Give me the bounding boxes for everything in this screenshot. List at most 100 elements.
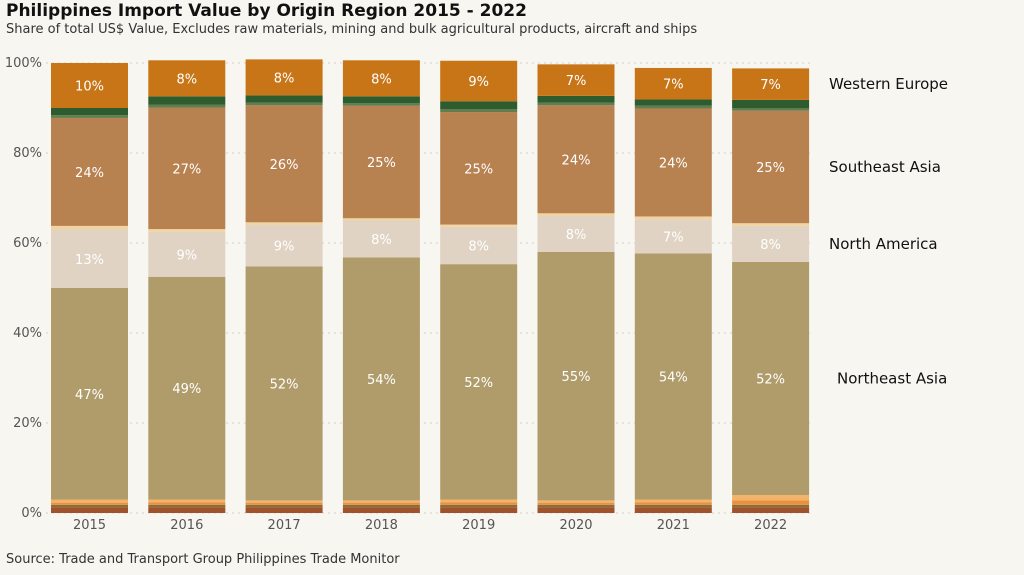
- bar-segment: [537, 500, 615, 503]
- bar-segment: [148, 107, 226, 230]
- bar-segment: [51, 288, 128, 500]
- bar-segment: [732, 504, 810, 508]
- bar-segment: [440, 112, 518, 225]
- bar-segment: [148, 104, 226, 108]
- bar-segment: [440, 224, 518, 227]
- bar-segment: [537, 507, 615, 513]
- data-label: 7%: [760, 78, 781, 93]
- bar-segment: [732, 108, 810, 111]
- bar-segment: [51, 108, 128, 116]
- bar-segment: [51, 502, 128, 505]
- data-label: 26%: [270, 158, 299, 173]
- bar-segment: [245, 102, 323, 106]
- source-note: Source: Trade and Transport Group Philip…: [6, 552, 400, 567]
- bar-segment: [51, 507, 128, 513]
- chart-subtitle: Share of total US$ Value, Excludes raw m…: [6, 22, 698, 37]
- region-label: Southeast Asia: [829, 158, 941, 176]
- bar-segment: [634, 216, 712, 220]
- bar-segment: [342, 218, 420, 221]
- bar-segment: [440, 101, 518, 110]
- data-label: 9%: [176, 248, 197, 263]
- data-label: 47%: [75, 388, 104, 403]
- x-tick-label: 2015: [73, 518, 106, 533]
- data-label: 27%: [172, 162, 201, 177]
- data-label: 25%: [756, 161, 785, 176]
- bar-segment: [440, 264, 518, 500]
- bar-segment: [732, 225, 810, 262]
- data-label: 8%: [274, 71, 295, 86]
- bar-segment: [537, 216, 615, 252]
- region-labels: Northeast Asia North America Southeast Asi…: [829, 75, 948, 387]
- bar-segment: [148, 276, 226, 500]
- data-label: 10%: [75, 80, 104, 95]
- bar-segment: [245, 225, 323, 267]
- bar-segment: [732, 495, 810, 501]
- bar-segment: [245, 95, 323, 103]
- x-tick-label: 2016: [170, 518, 203, 533]
- bar-segment: [440, 226, 518, 265]
- bar-segment: [537, 252, 615, 501]
- bar-segment: [732, 99, 810, 108]
- bar-segment: [245, 500, 323, 503]
- x-tick-label: 2018: [365, 518, 398, 533]
- bar-segment: [537, 105, 615, 214]
- bar-segment: [732, 223, 810, 226]
- data-label: 8%: [371, 72, 392, 87]
- bar-segment: [245, 105, 323, 223]
- bar-segment: [148, 231, 226, 277]
- bar-segment: [342, 60, 420, 97]
- bar-segment: [51, 229, 128, 288]
- bar-segment: [245, 502, 323, 505]
- bar-segment: [537, 504, 615, 508]
- data-label: 7%: [663, 230, 684, 245]
- bar-segment: [342, 504, 420, 508]
- bar-segment: [342, 507, 420, 513]
- bar-segment: [440, 502, 518, 505]
- y-axis: 0% 20% 40% 60% 80% 100%: [5, 56, 42, 521]
- bar-segment: [537, 102, 615, 106]
- data-label: 9%: [468, 75, 489, 90]
- data-label: 8%: [371, 233, 392, 248]
- bar-segment: [148, 60, 226, 97]
- data-label: 8%: [566, 228, 587, 243]
- x-tick-label: 2021: [657, 518, 690, 533]
- data-label: 54%: [367, 373, 396, 388]
- bar-segment: [51, 63, 128, 108]
- bar-segment: [148, 499, 226, 503]
- x-tick-label: 2020: [559, 518, 592, 533]
- data-label: 8%: [760, 238, 781, 253]
- data-label: 25%: [464, 162, 493, 177]
- data-label: 49%: [172, 382, 201, 397]
- bar-segment: [342, 105, 420, 219]
- data-label: 25%: [367, 156, 396, 171]
- bar-segment: [440, 60, 518, 102]
- bar-segment: [732, 261, 810, 495]
- bar-segment: [342, 502, 420, 505]
- bar-segment: [245, 507, 323, 513]
- bar-segment: [148, 507, 226, 513]
- bar-segment: [440, 504, 518, 508]
- bar-segment: [51, 499, 128, 503]
- bar-segment: [440, 499, 518, 503]
- data-label: 54%: [659, 370, 688, 385]
- bar-segment: [148, 229, 226, 232]
- bar-segment: [148, 502, 226, 505]
- bar-segment: [634, 502, 712, 505]
- bar-segment: [51, 225, 128, 230]
- bar-segment: [634, 108, 712, 217]
- x-tick-label: 2022: [754, 518, 787, 533]
- data-label: 24%: [562, 153, 591, 168]
- data-label: 52%: [756, 372, 785, 387]
- data-label: 13%: [75, 253, 104, 268]
- bar-segment: [732, 500, 810, 505]
- data-label: 7%: [566, 74, 587, 89]
- bar-segment: [440, 507, 518, 513]
- bar-segment: [342, 103, 420, 106]
- bar-segment: [245, 222, 323, 225]
- bar-segment: [148, 96, 226, 105]
- data-label: 52%: [270, 377, 299, 392]
- bar-segment: [245, 504, 323, 508]
- x-axis: 2015 2016 2017 2018 2019 2020 2021 2022: [73, 518, 787, 533]
- bar-segment: [440, 109, 518, 113]
